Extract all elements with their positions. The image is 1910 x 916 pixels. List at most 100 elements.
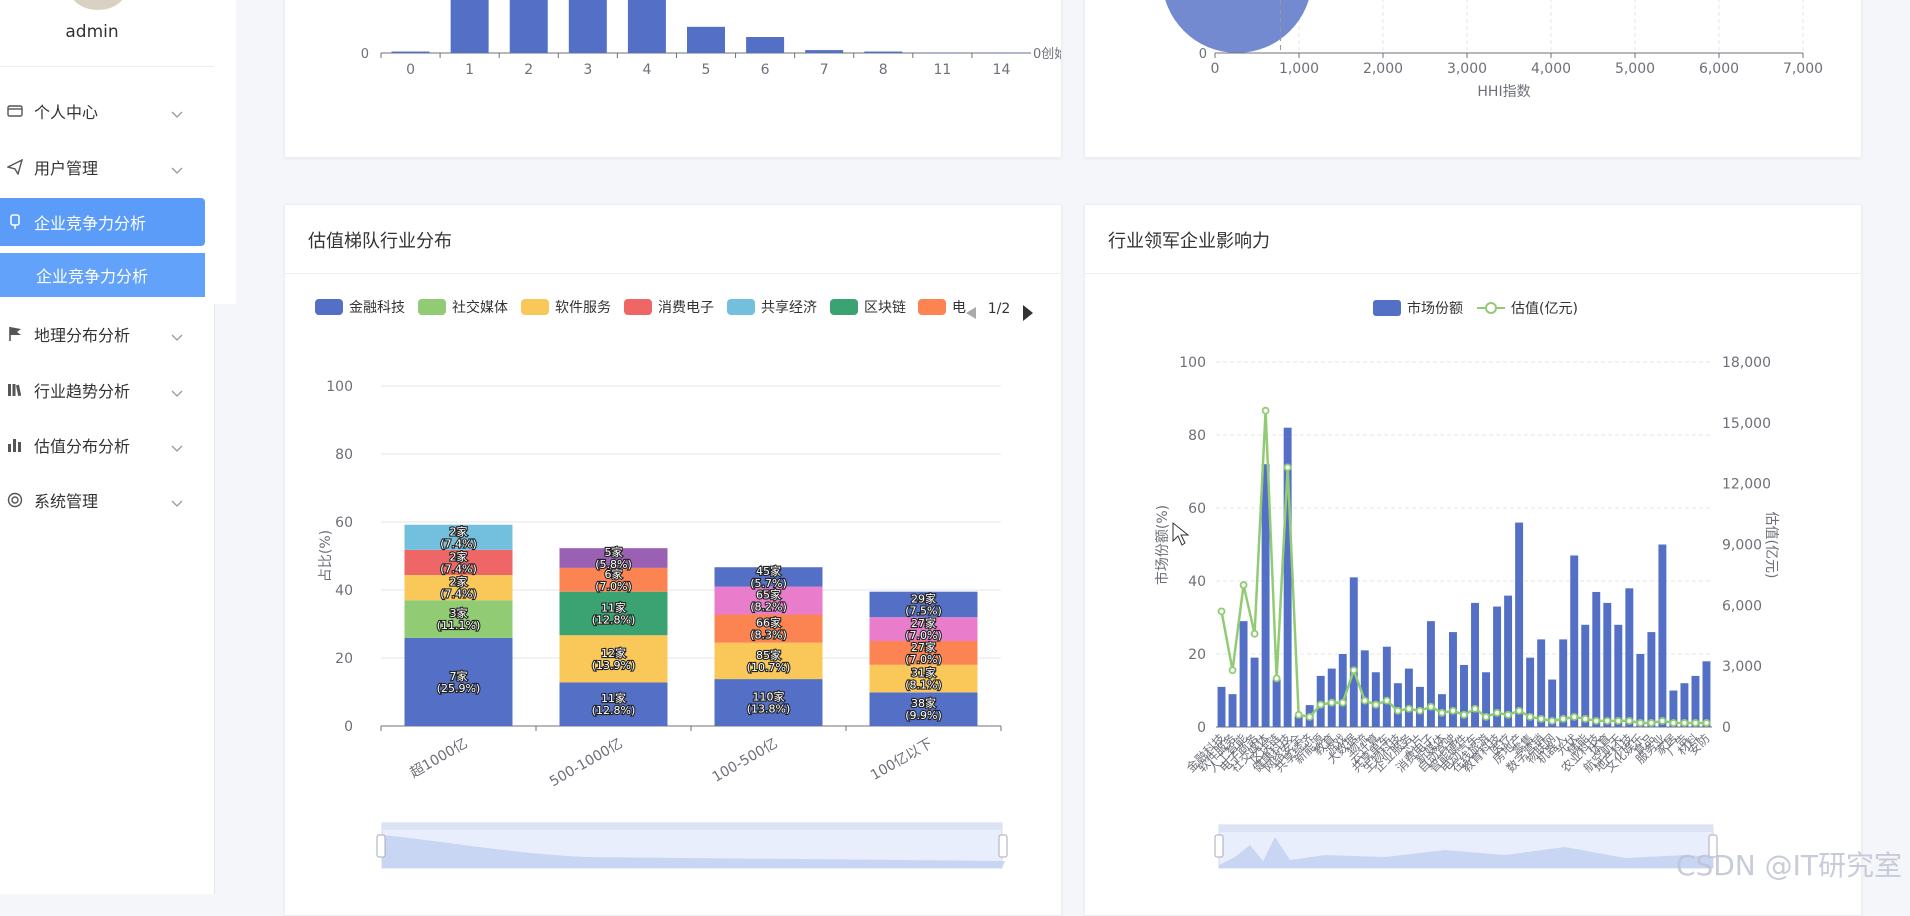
line-point (1472, 706, 1478, 712)
bar-chart-icon (6, 436, 24, 454)
line-point (1373, 702, 1379, 708)
legend-label: 市场份额 (1407, 300, 1463, 317)
bar (746, 37, 784, 53)
wallet-icon (6, 102, 24, 120)
left-y-tick-label: 0 (1197, 720, 1206, 736)
bar (628, 0, 666, 53)
x-tick-label: 7 (820, 62, 829, 78)
chevron-down-icon (171, 160, 183, 179)
data-label: (7.4%) (440, 562, 477, 575)
line-point (1549, 718, 1555, 724)
bar (1570, 555, 1578, 727)
right-y-axis-name: 估值(亿元) (1763, 512, 1779, 579)
y-tick-label: 60 (335, 515, 353, 531)
sidebar-item-system-management[interactable]: 系统管理 (0, 476, 205, 524)
x-tick-label: 4 (642, 62, 651, 78)
x-axis-name: 0创始人数量 (1033, 47, 1061, 62)
sidebar-item-label: 用户管理 (34, 155, 98, 179)
data-label: (7.5%) (905, 604, 942, 617)
legend-prev-icon (966, 307, 976, 319)
sidebar-item-geo-distribution[interactable]: 地理分布分析 (0, 310, 205, 358)
line-point (1461, 712, 1467, 718)
sidebar-item-label: 估值分布分析 (34, 433, 130, 457)
left-y-tick-label: 60 (1188, 501, 1206, 517)
avatar[interactable] (70, 0, 126, 10)
left-y-tick-label: 80 (1188, 428, 1206, 444)
legend-label: 社交媒体 (452, 299, 508, 316)
y-tick-label: 0 (361, 47, 369, 62)
data-label: 31家 (911, 666, 936, 680)
line-point (1219, 608, 1225, 614)
sidebar-item-industry-trend[interactable]: 行业趋势分析 (0, 366, 205, 414)
data-label: 66家 (756, 616, 781, 630)
x-tick-label: 8 (879, 62, 888, 78)
legend-swatch (727, 299, 755, 315)
x-tick-label: 4,000 (1531, 61, 1571, 77)
bar (1703, 661, 1711, 727)
zoom-slider-top-bar (382, 823, 1002, 830)
legend-page: 1/2 (988, 301, 1011, 317)
y-tick-label: 0 (344, 719, 353, 735)
line-point (1494, 710, 1500, 716)
watermark: CSDN @IT研究室 (1676, 844, 1902, 884)
data-label: 12家 (601, 646, 626, 660)
y-tick-label: 80 (335, 447, 353, 463)
x-axis-name: HHI指数 (1477, 84, 1530, 100)
line-point (1582, 716, 1588, 722)
legend-swatch-valuation-dot (1486, 303, 1496, 313)
data-label: (9.9%) (905, 709, 942, 722)
y-tick-label: 0 (1199, 47, 1207, 62)
line-point (1670, 720, 1676, 726)
x-tick-label: 100亿以下 (868, 736, 936, 784)
data-label: (13.9%) (592, 659, 636, 672)
bar (687, 27, 725, 53)
bar (1658, 545, 1666, 728)
bar (864, 52, 902, 53)
sidebar-subitem-competitiveness[interactable]: 企业竞争力分析 (0, 253, 205, 297)
bar (1383, 647, 1391, 727)
line-point (1362, 698, 1368, 704)
mic-icon (6, 213, 24, 231)
left-y-tick-label: 40 (1188, 574, 1206, 590)
sidebar-item-personal-center[interactable]: 个人中心 (0, 87, 205, 135)
line-point (1615, 718, 1621, 724)
data-label: 11家 (601, 600, 626, 614)
right-y-tick-label: 12,000 (1722, 477, 1771, 493)
x-tick-label: 5,000 (1615, 61, 1655, 77)
bar (1229, 694, 1237, 727)
line-point (1571, 714, 1577, 720)
chevron-down-icon (171, 104, 183, 123)
data-label: (7.0%) (595, 580, 632, 593)
zoom-slider-left-handle (1215, 835, 1223, 857)
bar (1559, 639, 1567, 727)
line-point (1274, 675, 1280, 681)
bar (1515, 523, 1523, 727)
x-tick-label: 100-500亿 (710, 736, 781, 786)
line-point (1252, 631, 1258, 637)
chevron-down-icon (171, 438, 183, 457)
bar (1273, 680, 1281, 727)
bar (1405, 669, 1413, 727)
sidebar-item-competitiveness[interactable]: 企业竞争力分析 (0, 198, 205, 246)
bar (451, 0, 489, 53)
bar (1218, 687, 1226, 727)
bar (1251, 658, 1259, 727)
data-label: (7.4%) (440, 588, 477, 601)
line-point (1318, 702, 1324, 708)
chevron-down-icon (171, 493, 183, 512)
sidebar-item-valuation-distribution[interactable]: 估值分布分析 (0, 421, 205, 469)
right-y-tick-label: 18,000 (1722, 355, 1771, 371)
sidebar-item-user-management[interactable]: 用户管理 (0, 143, 205, 191)
x-tick-label: 1 (465, 62, 474, 78)
right-y-tick-label: 6,000 (1722, 598, 1762, 614)
line-point (1703, 720, 1709, 726)
line-point (1428, 704, 1434, 710)
line-point (1417, 708, 1423, 714)
legend-swatch (521, 299, 549, 315)
card-founder-count: 001234567811140创始人数量 (284, 0, 1062, 158)
zoom-slider-right-handle (999, 835, 1007, 857)
x-tick-label: 0 (406, 62, 415, 78)
